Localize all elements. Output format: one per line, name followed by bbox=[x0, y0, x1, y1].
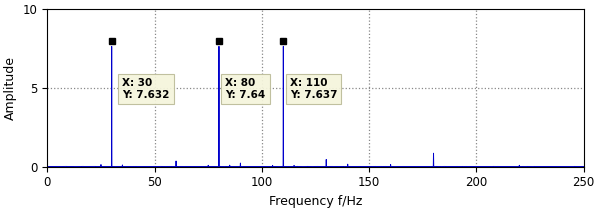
Text: X: 110
Y: 7.637: X: 110 Y: 7.637 bbox=[290, 78, 337, 100]
Text: X: 80
Y: 7.64: X: 80 Y: 7.64 bbox=[225, 78, 265, 100]
Text: X: 30
Y: 7.632: X: 30 Y: 7.632 bbox=[122, 78, 170, 100]
X-axis label: Frequency f/Hz: Frequency f/Hz bbox=[269, 195, 362, 208]
Y-axis label: Amplitude: Amplitude bbox=[4, 56, 17, 120]
